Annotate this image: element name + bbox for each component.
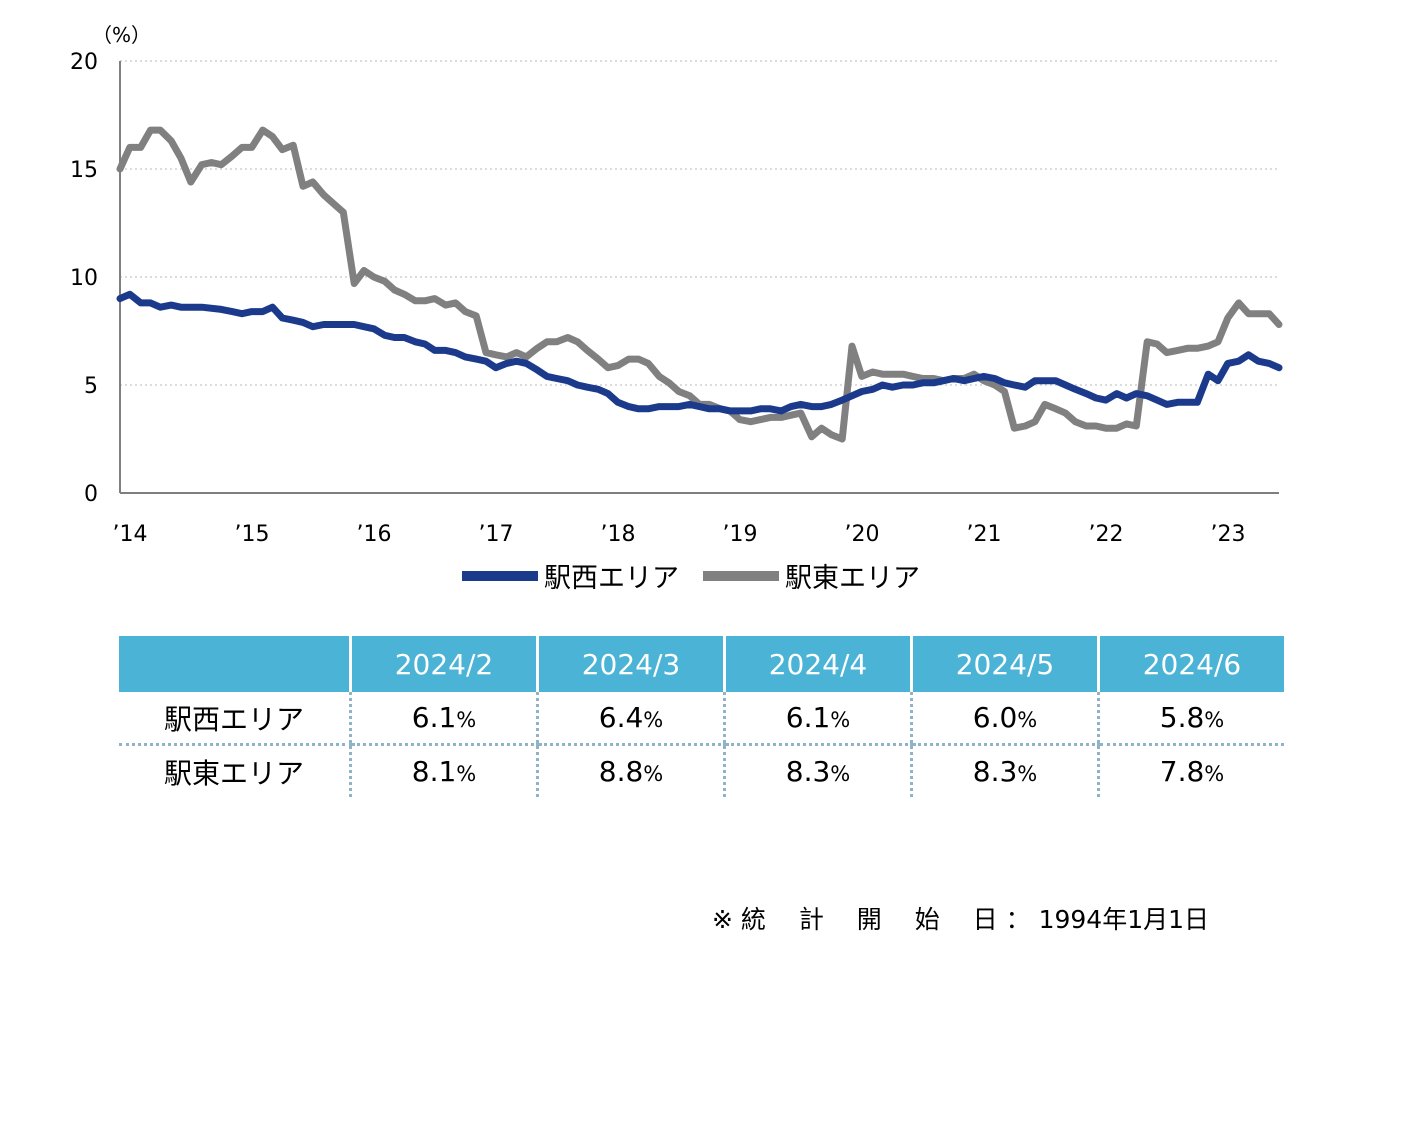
x-tick-label: ’18: [601, 522, 636, 547]
table-header-cell: 2024/6: [1097, 636, 1284, 692]
cell-value: 6.1: [411, 701, 457, 734]
y-tick-label: 10: [70, 266, 98, 291]
x-tick-label: ’15: [235, 522, 270, 547]
table-cell: 7.8%: [1097, 744, 1284, 797]
cell-value: 6.1: [785, 701, 831, 734]
axes: [119, 61, 1279, 494]
x-tick-label: ’16: [357, 522, 392, 547]
row-label: 駅東エリア: [163, 756, 304, 790]
legend-swatch-west: [462, 570, 538, 581]
y-tick-label: 15: [70, 158, 98, 183]
cell-value: 6.4: [598, 701, 644, 734]
y-tick-label: 20: [70, 50, 98, 75]
percent-sign: %: [830, 708, 851, 732]
legend-label-east: 駅東エリア: [785, 563, 920, 594]
series-line-east: [116, 126, 1283, 443]
cell-value: 8.3: [785, 755, 831, 788]
percent-sign: %: [456, 708, 477, 732]
y-tick-label: 0: [84, 482, 98, 507]
table-cell: 8.3%: [910, 744, 1099, 797]
percent-sign: %: [643, 708, 664, 732]
percent-sign: %: [643, 762, 664, 786]
table-header-cell: 2024/4: [723, 636, 912, 692]
percent-sign: %: [1204, 708, 1225, 732]
table-header-cell: 2024/3: [536, 636, 725, 692]
legend-item-east: 駅東エリア: [703, 556, 920, 595]
cell-value: 8.8: [598, 755, 644, 788]
vacancy-table: 2024/2 2024/3 2024/4 2024/5 2024/6 駅西エリア…: [119, 636, 1284, 797]
row-label: 駅西エリア: [119, 692, 351, 746]
table-cell: 6.4%: [536, 692, 725, 746]
legend-label-west: 駅西エリア: [544, 563, 679, 594]
legend: 駅西エリア 駅東エリア: [462, 556, 944, 595]
cell-value: 8.1: [411, 755, 457, 788]
x-tick-label: ’17: [479, 522, 514, 547]
table-cell: 8.8%: [536, 744, 725, 797]
table-header-cell: 2024/2: [349, 636, 538, 692]
table-cell: 5.8%: [1097, 692, 1284, 746]
table-header-row: 2024/2 2024/3 2024/4 2024/5 2024/6: [119, 636, 1284, 692]
legend-item-west: 駅西エリア: [462, 556, 679, 595]
x-tick-labels: ’14 ’15 ’16 ’17 ’18 ’19 ’20 ’21 ’22 ’23: [113, 522, 1246, 547]
cell-value: 6.0: [972, 701, 1018, 734]
x-tick-label: ’20: [845, 522, 880, 547]
table-header-cell: 2024/5: [910, 636, 1099, 692]
x-tick-label: ’21: [967, 522, 1002, 547]
percent-sign: %: [1017, 762, 1038, 786]
table-row: 駅西エリア 6.1% 6.4% 6.1% 6.0% 5.8%: [119, 692, 1284, 746]
y-tick-label: 5: [84, 374, 98, 399]
x-tick-label: ’23: [1211, 522, 1246, 547]
table-header-corner: [119, 636, 351, 692]
table-cell: 8.1%: [349, 744, 538, 797]
table-cell: 8.3%: [723, 744, 912, 797]
x-tick-label: ’14: [113, 522, 148, 547]
cell-value: 7.8: [1159, 755, 1205, 788]
legend-swatch-east: [703, 570, 779, 581]
table-cell: 6.1%: [723, 692, 912, 746]
y-tick-labels: 0 5 10 15 20: [70, 50, 98, 507]
table-row: 駅東エリア 8.1% 8.8% 8.3% 8.3% 7.8%: [119, 744, 1284, 797]
percent-sign: %: [1204, 762, 1225, 786]
table-cell: 6.0%: [910, 692, 1099, 746]
cell-value: 8.3: [972, 755, 1018, 788]
cell-value: 5.8: [1159, 701, 1205, 734]
series-lines: [116, 126, 1283, 443]
percent-sign: %: [456, 762, 477, 786]
y-unit-label: （%）: [92, 23, 151, 47]
percent-sign: %: [830, 762, 851, 786]
series-line-west: [116, 290, 1283, 415]
footnote: ※ 統 計 開 始 日 ： 1994年1月1日: [712, 905, 1210, 934]
x-tick-label: ’19: [723, 522, 758, 547]
percent-sign: %: [1017, 708, 1038, 732]
x-tick-label: ’22: [1089, 522, 1124, 547]
table-cell: 6.1%: [349, 692, 538, 746]
gridlines: [120, 60, 1279, 386]
